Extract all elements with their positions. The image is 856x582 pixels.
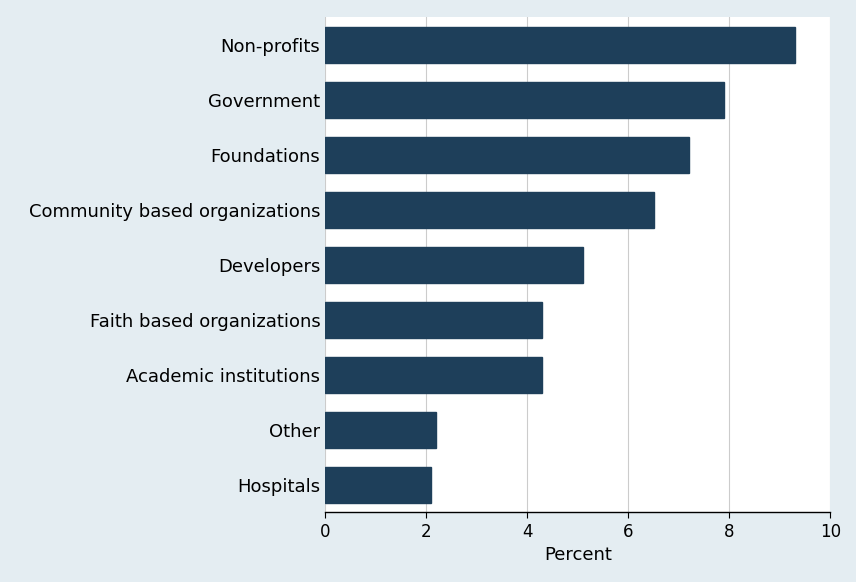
Bar <box>325 302 543 338</box>
Bar <box>325 137 689 173</box>
Bar <box>325 192 654 228</box>
Bar <box>325 357 543 393</box>
Bar <box>325 412 437 448</box>
Bar <box>325 247 583 283</box>
Bar <box>325 467 431 502</box>
Bar <box>325 82 724 118</box>
X-axis label: Percent: Percent <box>544 546 612 564</box>
Bar <box>325 27 795 63</box>
